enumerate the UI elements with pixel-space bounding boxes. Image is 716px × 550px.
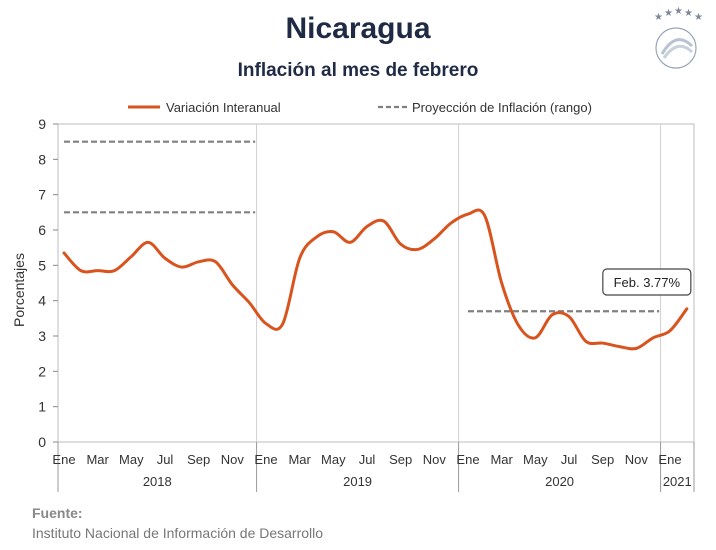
year-label: 2021 [663,474,692,489]
x-tick-label: Ene [658,452,681,467]
svg-text:★: ★ [694,12,703,23]
x-tick-label: Mar [288,452,311,467]
x-tick-label: Ene [52,452,75,467]
x-tick-label: Nov [221,452,245,467]
x-tick-label: Mar [490,452,513,467]
x-tick-label: Jul [561,452,578,467]
svg-text:★: ★ [654,12,663,23]
inflation-chart: Variación Interanual Proyección de Infla… [11,100,695,492]
y-axis-label: Porcentajes [11,253,27,327]
y-tick-label: 9 [38,116,46,132]
source-text: Instituto Nacional de Información de Des… [32,525,324,541]
y-tick-label: 4 [38,293,46,309]
source-label: Fuente: [32,505,83,521]
y-tick-label: 3 [38,328,46,344]
x-tick-label: May [321,452,346,467]
x-tick-label: Ene [254,452,277,467]
x-tick-label: Mar [86,452,109,467]
x-tick-label: Sep [389,452,412,467]
page-title: Nicaragua [285,12,431,45]
x-tick-label: Jul [157,452,174,467]
x-tick-label: Ene [456,452,479,467]
svg-text:★: ★ [684,8,693,19]
y-tick-label: 2 [38,363,46,379]
chart-legend: Variación Interanual Proyección de Infla… [128,100,592,115]
x-tick-label: Nov [625,452,649,467]
svg-text:★: ★ [664,8,673,19]
y-tick-label: 5 [38,257,46,273]
x-tick-label: Nov [423,452,447,467]
svg-text:★: ★ [674,6,683,17]
y-tick-label: 7 [38,187,46,203]
annotation-box [602,268,692,296]
y-tick-label: 8 [38,151,46,167]
year-label: 2019 [343,474,372,489]
x-tick-label: May [119,452,144,467]
y-tick-label: 6 [38,222,46,238]
y-tick-label: 0 [38,434,46,450]
x-tick-label: Jul [359,452,376,467]
series-line [62,208,689,351]
x-tick-label: May [523,452,548,467]
year-label: 2018 [143,474,172,489]
plot-border [57,123,695,443]
plot-area: 0 1 2 3 4 5 6 7 8 9 Ene Mar May Jul Sep Nov Ene Mar May Jul… [38,116,695,492]
central-bank-logo: ★ ★ ★ ★ ★ [654,6,703,69]
y-tick-label: 1 [38,399,46,415]
x-tick-label: Sep [591,452,614,467]
x-tick-label: Sep [187,452,210,467]
legend-projection-label: Proyección de Inflación (rango) [412,100,592,115]
legend-series-label: Variación Interanual [166,100,281,115]
annotation-label: Feb. 3.77% [614,275,681,290]
chart-subtitle: Inflación al mes de febrero [237,60,479,81]
year-label: 2020 [545,474,574,489]
